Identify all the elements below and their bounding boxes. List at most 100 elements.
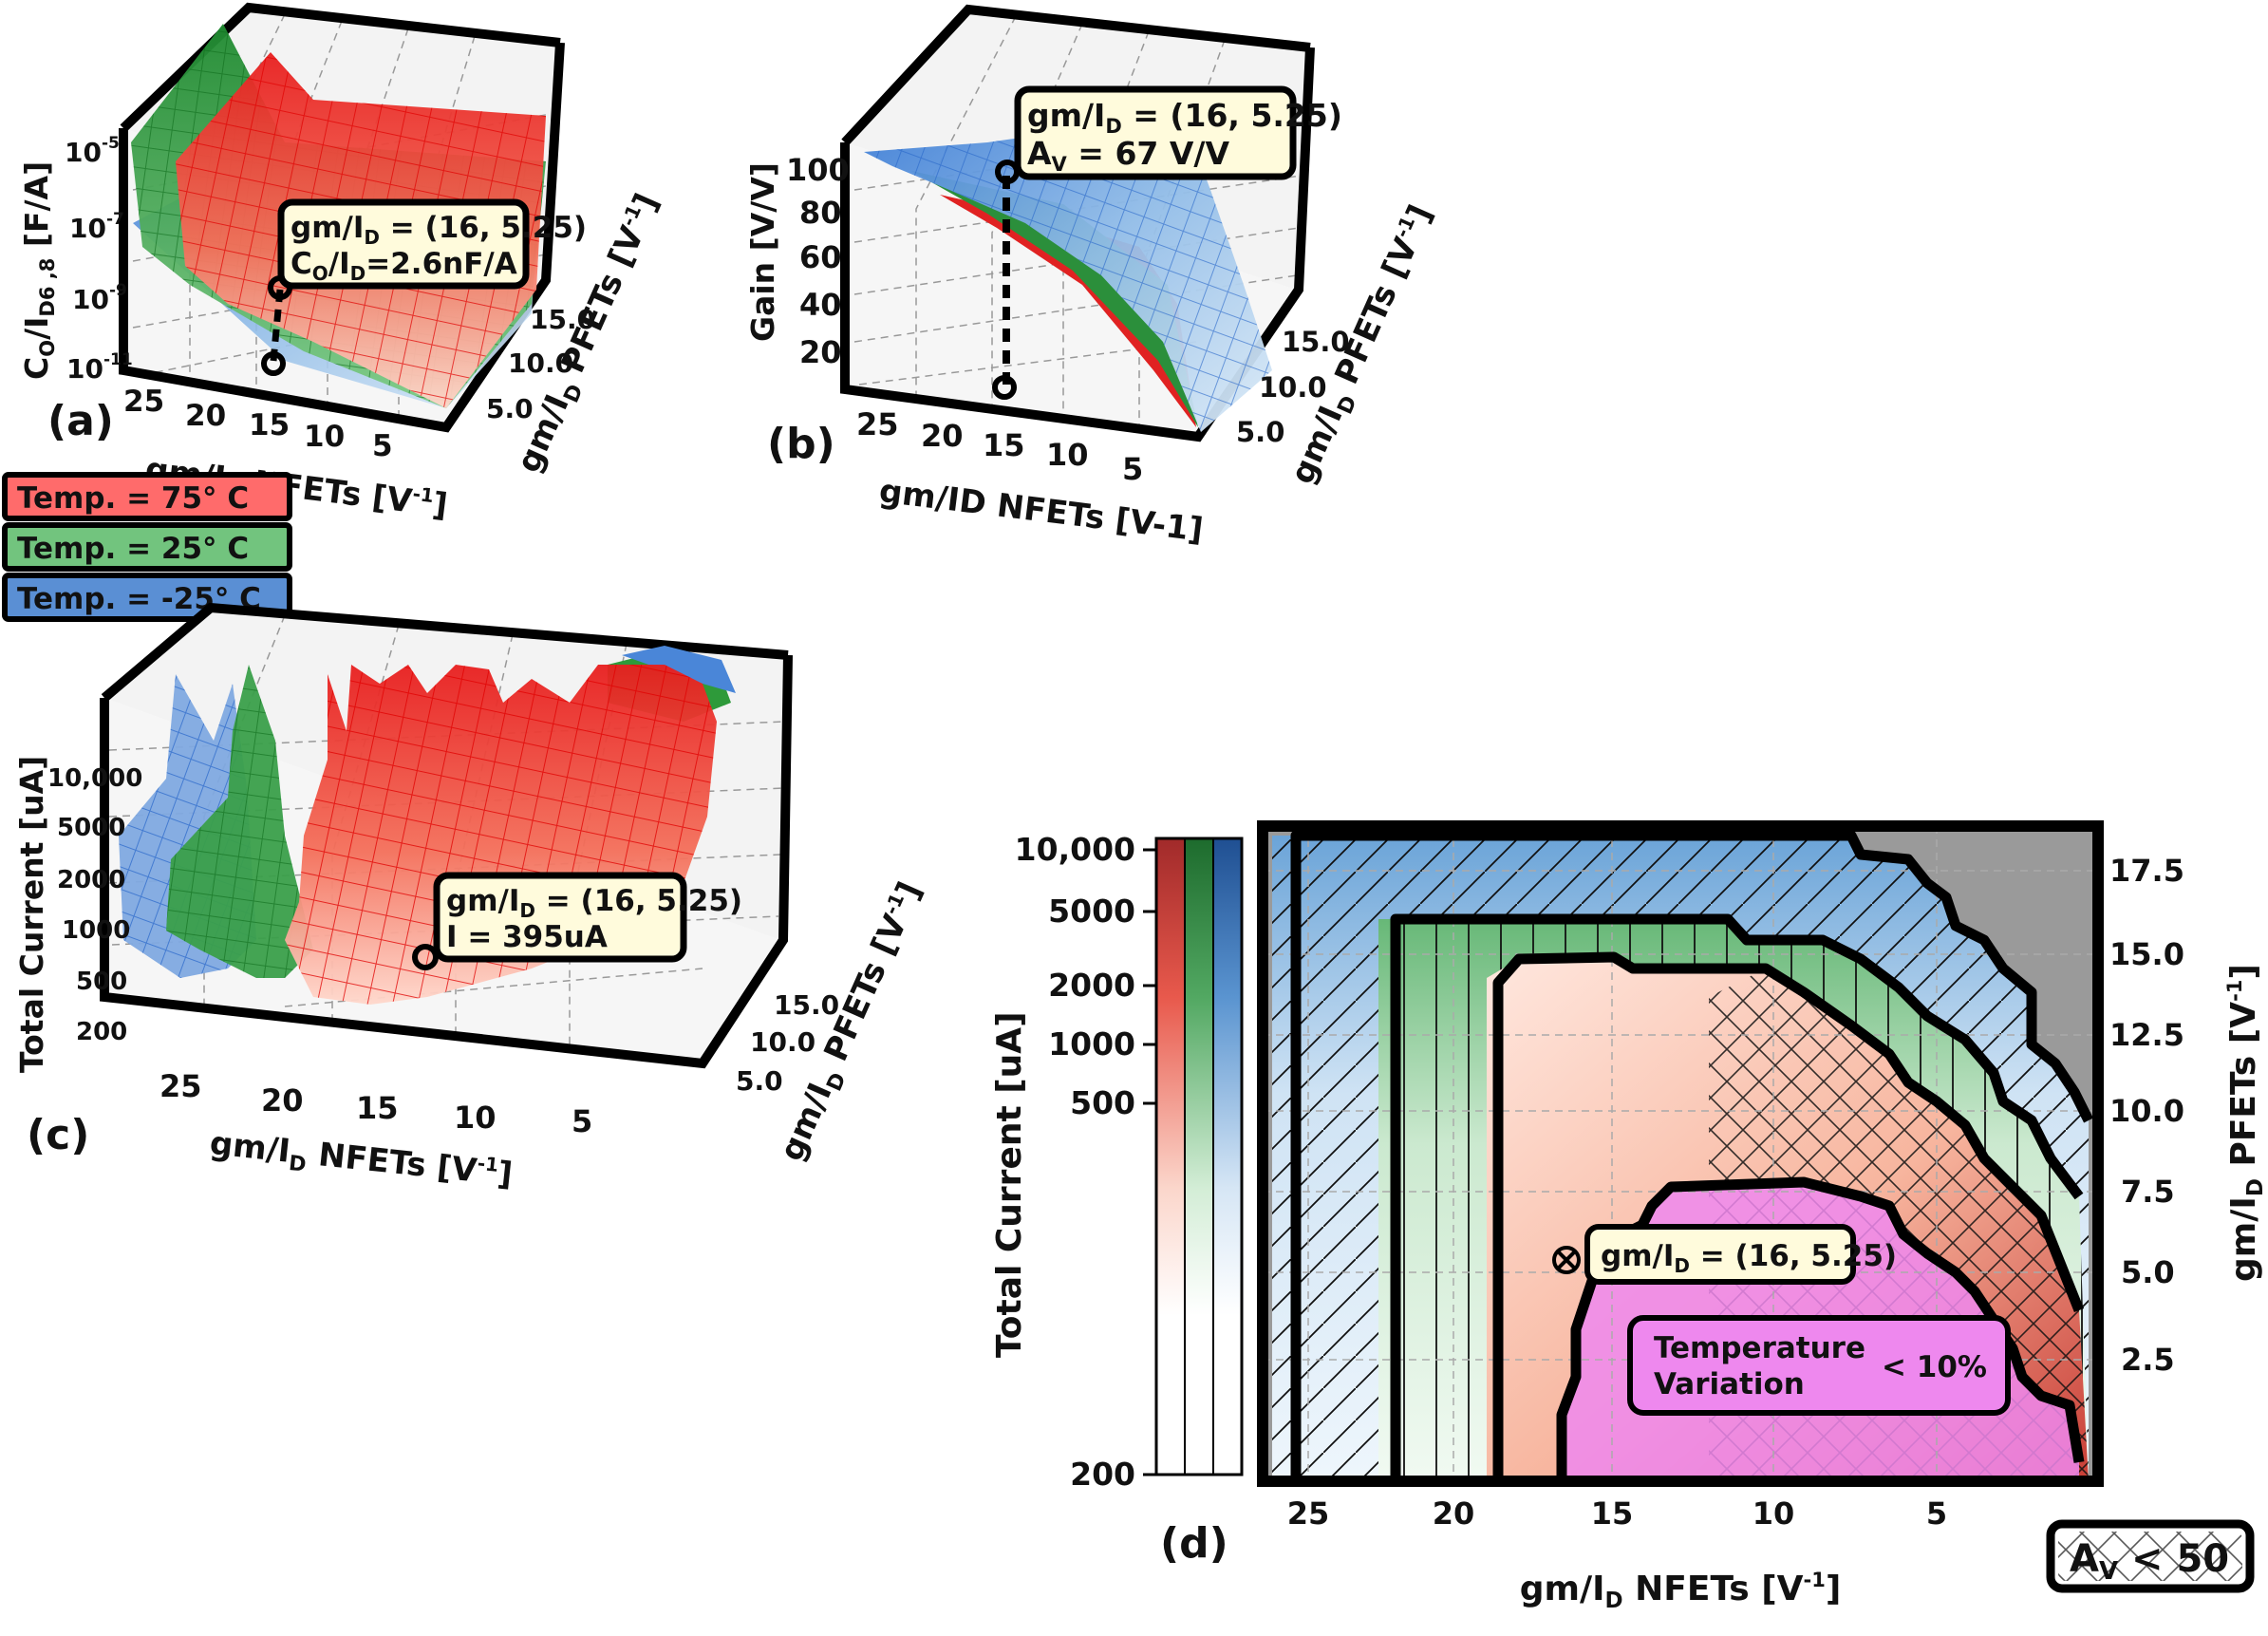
legend: Temp. = 75° C Temp. = 25° C Temp. = -25°… — [2, 472, 292, 622]
z-tick-b-4: 20 — [799, 334, 842, 370]
panel-a: gm/ID = (16, 5.25) CO/ID=2.6nF/A 10-5 10… — [18, 2, 666, 525]
y-label-d: gm/ID PFETs [V-1] — [2223, 964, 2268, 1282]
region-label-line1: Temperature — [1654, 1331, 1865, 1365]
x-ticks-b: 25 20 15 10 5 — [856, 406, 1143, 487]
y-tick-a-0: 5.0 — [486, 393, 534, 424]
x-tick-b-1: 20 — [921, 418, 964, 454]
x-tick-d-1: 20 — [1433, 1495, 1475, 1532]
cb-tick-2: 2000 — [1048, 967, 1135, 1004]
frame-b — [840, 4, 1315, 442]
frame-a — [119, 2, 565, 433]
annotation-a-line2: CO/ID=2.6nF/A — [291, 247, 517, 285]
annotation-c-line2: I = 395uA — [446, 920, 608, 954]
y-tick-d-1: 15.0 — [2109, 936, 2184, 972]
y-tick-a-2: 15.0 — [530, 304, 595, 335]
y-tick-c-1: 10.0 — [750, 1026, 815, 1058]
colorbar-hot — [1156, 838, 1185, 1475]
y-tick-b-0: 5.0 — [1236, 416, 1284, 448]
z-label-b: Gain [V/V] — [744, 162, 781, 342]
marker-d — [1552, 1246, 1581, 1274]
x-tick-a-1: 20 — [185, 399, 226, 433]
y-tick-d-6: 2.5 — [2121, 1342, 2175, 1378]
x-tick-c-3: 10 — [454, 1100, 497, 1136]
x-tick-b-4: 5 — [1122, 451, 1143, 487]
legend-room-box — [2, 522, 292, 572]
colorbar-room — [1185, 838, 1213, 1475]
cb-tick-5: 200 — [1070, 1456, 1135, 1493]
annotation-box-a — [277, 198, 530, 290]
x-tick-d-4: 5 — [1926, 1495, 1947, 1532]
x-tick-c-1: 20 — [261, 1082, 304, 1119]
z-tick-b-0: 100 — [786, 152, 850, 188]
z-tick-b-1: 80 — [799, 195, 842, 231]
region-label-right: < 10% — [1882, 1350, 1987, 1384]
hatch-legend-d: AV < 50 — [2046, 1519, 2255, 1593]
x-label-d: gm/ID NFETs [V-1] — [1520, 1569, 1842, 1613]
annotation-c-line1: gm/ID = (16, 5.25) — [446, 884, 742, 922]
cb-tick-3: 1000 — [1048, 1025, 1135, 1062]
x-tick-d-2: 15 — [1591, 1495, 1634, 1532]
x-tick-b-0: 25 — [856, 406, 899, 442]
annotation-box-d — [1584, 1224, 1856, 1285]
colorbar-d — [1143, 837, 1244, 1476]
y-label-c: gm/ID PFETs [V-1] — [772, 876, 934, 1169]
z-tick-b-3: 40 — [799, 287, 842, 323]
colorbar-ticks-d: 10,000 5000 2000 1000 500 200 — [1015, 831, 1135, 1493]
y-tick-a-1: 10.0 — [508, 348, 573, 379]
grid-b — [853, 15, 1302, 429]
y-tick-b-1: 10.0 — [1259, 371, 1327, 404]
z-tick-a-1: 10-7 — [69, 210, 124, 244]
annotation-a-line1: gm/ID = (16, 5.25) — [291, 211, 587, 249]
y-tick-b-2: 15.0 — [1282, 326, 1350, 358]
annotation-box-b — [1014, 85, 1297, 180]
z-label-c: Total Current [uA] — [13, 756, 50, 1073]
x-ticks-a: 25 20 15 10 5 — [123, 385, 393, 463]
z-ticks-b: 100 80 60 40 20 — [786, 152, 850, 370]
panel-b: gm/ID = (16, 5.25) AV = 67 V/V 100 80 60… — [744, 4, 1440, 550]
hatch-legend-label: AV < 50 — [2070, 1537, 2229, 1586]
panel-d: 10,000 5000 2000 1000 500 200 Total Curr… — [990, 820, 2268, 1613]
z-tick-c-0: 10,000 — [47, 764, 142, 793]
annotation-d-line1: gm/ID = (16, 5.25) — [1601, 1239, 1897, 1277]
colorbar-cold — [1213, 838, 1242, 1475]
z-ticks-a: 10-5 10-7 10-9 10-11 — [65, 134, 133, 385]
legend-room-label: Temp. = 25° C — [17, 532, 249, 566]
panel-label-b: (b) — [767, 420, 835, 468]
y-tick-d-2: 12.5 — [2109, 1017, 2184, 1053]
x-ticks-c: 25 20 15 10 5 — [159, 1068, 592, 1139]
x-tick-a-3: 10 — [304, 420, 345, 454]
y-tick-d-3: 10.0 — [2109, 1093, 2184, 1129]
x-tick-b-2: 15 — [983, 427, 1025, 463]
region-label-box-d — [1627, 1315, 2011, 1416]
panel-label-c: (c) — [27, 1111, 89, 1159]
x-tick-c-4: 5 — [572, 1103, 592, 1139]
x-ticks-d: 25 20 15 10 5 — [1287, 1495, 1947, 1532]
legend-hot-label: Temp. = 75° C — [17, 481, 249, 516]
cb-tick-0: 10,000 — [1015, 831, 1135, 868]
y-ticks-c: 5.0 10.0 15.0 — [736, 989, 839, 1097]
x-tick-d-3: 10 — [1753, 1495, 1795, 1532]
y-ticks-b: 5.0 10.0 15.0 — [1236, 326, 1350, 448]
x-tick-a-4: 5 — [372, 429, 393, 463]
annotation-b-line1: gm/ID = (16, 5.25) — [1027, 97, 1342, 138]
y-ticks-a: 5.0 10.0 15.0 — [486, 304, 595, 424]
z-tick-a-3: 10-11 — [66, 350, 133, 385]
contour-lines-d — [1290, 830, 2093, 1481]
y-ticks-d: 17.5 15.0 12.5 10.0 7.5 5.0 2.5 — [2109, 853, 2184, 1378]
y-tick-d-5: 5.0 — [2121, 1254, 2175, 1290]
z-tick-a-2: 10-9 — [72, 281, 127, 315]
y-tick-d-0: 17.5 — [2109, 853, 2184, 889]
z-tick-b-2: 60 — [799, 239, 842, 275]
annotation-box-c — [433, 872, 687, 963]
annotation-b-line2: AV = 67 V/V — [1027, 135, 1229, 176]
y-tick-c-0: 5.0 — [736, 1065, 783, 1097]
cb-tick-4: 500 — [1070, 1084, 1135, 1121]
plot-frame-d — [1257, 820, 2104, 1487]
panel-label-a: (a) — [47, 397, 114, 445]
x-tick-a-2: 15 — [249, 408, 290, 442]
x-label-b: gm/ID NFETs [V-1] — [877, 472, 1206, 550]
x-tick-a-0: 25 — [123, 385, 164, 419]
z-tick-c-5: 200 — [76, 1018, 127, 1046]
z-label-a: CO/ID6 ,8 [F/A] — [18, 161, 59, 380]
